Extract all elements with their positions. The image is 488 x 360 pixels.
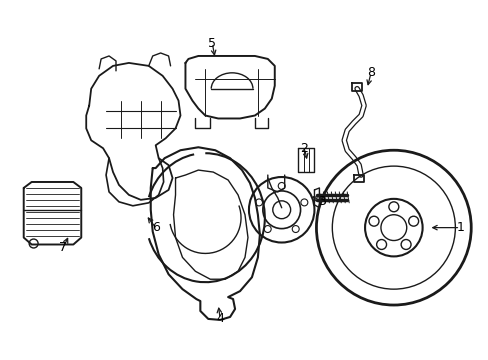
Text: 3: 3 [318, 195, 325, 208]
Text: 4: 4 [216, 312, 224, 325]
Text: 7: 7 [59, 241, 67, 254]
Text: 6: 6 [151, 221, 159, 234]
Text: 1: 1 [455, 221, 463, 234]
Text: 2: 2 [300, 142, 308, 155]
Text: 5: 5 [208, 37, 216, 50]
Text: 8: 8 [366, 66, 374, 79]
